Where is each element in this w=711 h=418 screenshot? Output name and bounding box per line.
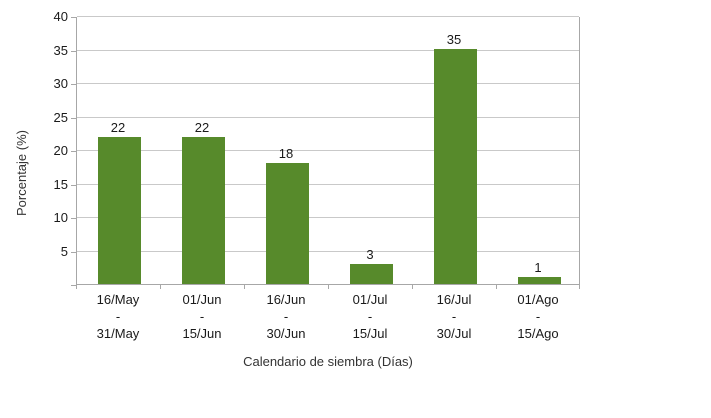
y-tick-mark-15 — [71, 184, 76, 186]
category-label-1: 01/Jun - 15/Jun — [160, 291, 244, 342]
x-tick-mark-0 — [76, 285, 77, 289]
category-label-5: 01/Ago - 15/Ago — [496, 291, 580, 342]
category-label-0-line-0: 16/May — [96, 292, 140, 307]
category-label-1-line-1: - — [199, 309, 205, 324]
y-tick-mark-20 — [71, 151, 76, 152]
y-tick-mark-25 — [71, 117, 76, 119]
y-tick-mark-30 — [71, 84, 76, 85]
gridline-25 — [77, 116, 579, 118]
y-tick-mark-40 — [71, 17, 76, 18]
gridline-40 — [77, 16, 579, 17]
y-tick-label-25: 25 — [53, 109, 68, 125]
gridline-10 — [77, 217, 579, 218]
x-axis-title: Calendario de siembra (Días) — [243, 354, 413, 369]
bar-value-label-1: 22 — [194, 120, 210, 135]
bar-value-label-3: 3 — [366, 247, 374, 262]
bar-1 — [181, 137, 225, 284]
category-label-3-line-1: - — [367, 309, 373, 324]
category-label-4-line-2: 30/Jul — [436, 326, 472, 341]
bar-4 — [433, 49, 477, 284]
gridline-35 — [77, 49, 579, 51]
category-label-2-line-2: 30/Jun — [266, 326, 306, 341]
category-label-0-line-2: 31/May — [96, 326, 140, 341]
category-label-1-line-2: 15/Jun — [182, 326, 222, 341]
category-label-4: 16/Jul - 30/Jul — [412, 291, 496, 342]
y-tick-label-40: 40 — [53, 9, 68, 24]
category-label-3-line-0: 01/Jul — [352, 292, 388, 307]
category-label-4-line-0: 16/Jul — [436, 292, 472, 307]
bar-5 — [517, 277, 561, 284]
y-tick-mark-10 — [71, 218, 76, 219]
gridline-5 — [77, 250, 579, 252]
category-label-3: 01/Jul - 15/Jul — [328, 291, 412, 342]
gridline-20 — [77, 150, 579, 151]
y-tick-mark-35 — [71, 50, 76, 52]
category-label-0: 16/May - 31/May — [76, 291, 160, 342]
bar-value-label-4: 35 — [446, 32, 462, 47]
y-tick-label-15: 15 — [53, 176, 68, 192]
category-label-0-line-1: - — [115, 309, 121, 324]
y-tick-mark-0 — [71, 285, 76, 286]
category-label-5-line-1: - — [535, 309, 541, 324]
category-label-1-line-0: 01/Jun — [182, 292, 222, 307]
y-axis-title: Porcentaje (%) — [14, 130, 29, 216]
y-tick-label-20: 20 — [53, 143, 68, 158]
y-tick-label-5: 5 — [60, 243, 68, 259]
category-label-2-line-1: - — [283, 309, 289, 324]
bar-2 — [265, 163, 309, 284]
category-label-5-line-2: 15/Ago — [517, 326, 559, 341]
x-tick-mark-1 — [160, 285, 161, 289]
category-label-5-line-0: 01/Ago — [517, 292, 559, 307]
bar-value-label-2: 18 — [278, 146, 294, 161]
x-tick-mark-5 — [496, 285, 497, 289]
gridline-30 — [77, 83, 579, 84]
category-label-4-line-1: - — [451, 309, 457, 324]
plot-area — [76, 16, 580, 285]
gridline-15 — [77, 183, 579, 185]
y-tick-label-10: 10 — [53, 210, 68, 225]
bar-value-label-0: 22 — [110, 120, 126, 135]
y-tick-label-30: 30 — [53, 76, 68, 91]
x-tick-mark-4 — [412, 285, 413, 289]
bar-value-label-5: 1 — [534, 260, 542, 275]
bar-0 — [97, 137, 141, 284]
bar-3 — [349, 264, 393, 284]
x-tick-mark-3 — [328, 285, 329, 289]
y-tick-label-35: 35 — [53, 42, 68, 58]
category-label-2-line-0: 16/Jun — [266, 292, 306, 307]
category-label-2: 16/Jun - 30/Jun — [244, 291, 328, 342]
category-label-3-line-2: 15/Jul — [352, 326, 388, 341]
x-tick-mark-6 — [579, 285, 580, 289]
x-tick-mark-2 — [244, 285, 245, 289]
y-tick-mark-5 — [71, 251, 76, 253]
